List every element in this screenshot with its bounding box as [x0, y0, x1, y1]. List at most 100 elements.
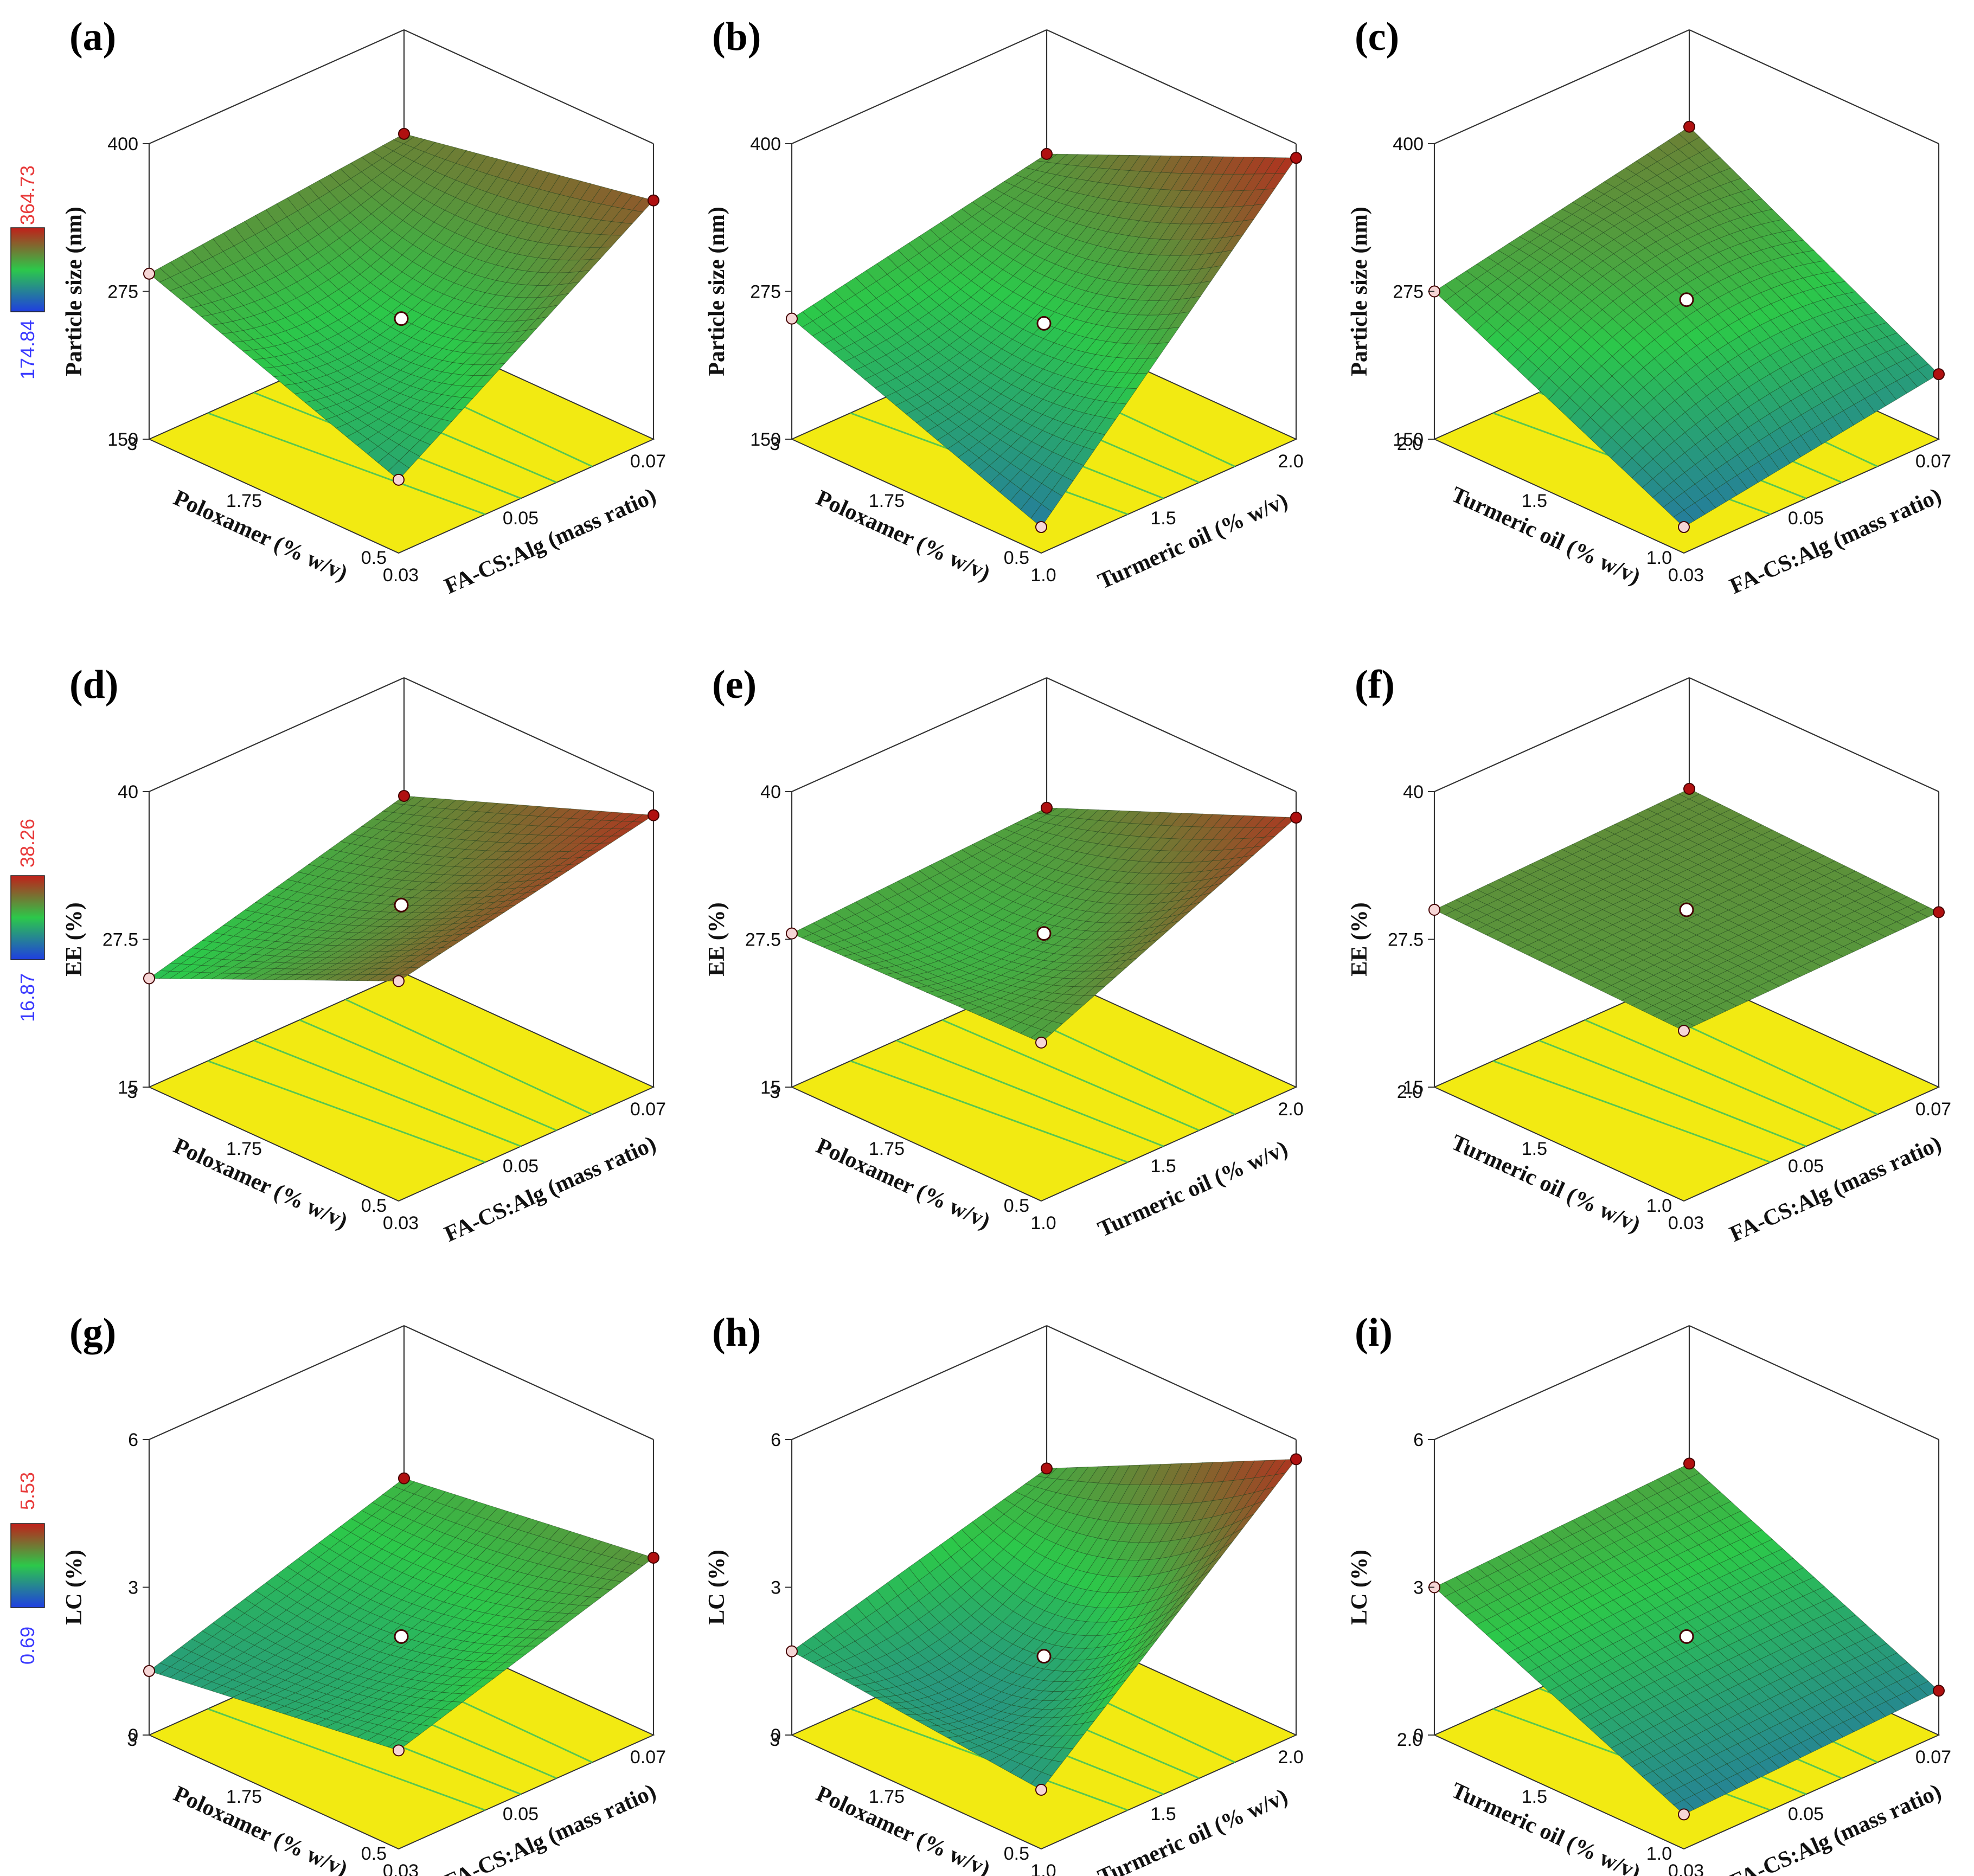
- center-point: [1036, 316, 1052, 331]
- x-tick-label: 1.75: [869, 1787, 905, 1807]
- design-point: [1041, 1462, 1053, 1475]
- center-point: [1679, 902, 1694, 917]
- design-point: [143, 267, 155, 280]
- design-point: [1428, 904, 1440, 916]
- colorbar: [10, 227, 45, 312]
- z-tick-label: 40: [118, 782, 138, 802]
- x-tick-label: 1.5: [1522, 491, 1547, 511]
- center-point: [1679, 292, 1694, 307]
- top-right-edge: [1689, 29, 1939, 145]
- panel-label: (a): [69, 15, 116, 59]
- floor-contour-line: [207, 412, 486, 516]
- panel-label: (g): [69, 1310, 116, 1355]
- z-axis-title: LC (%): [62, 1550, 87, 1625]
- colorbar: [10, 875, 45, 960]
- colorbar-max-label: 38.26: [16, 819, 39, 868]
- x-tick-label: 1.5: [1522, 1139, 1547, 1159]
- design-point: [1933, 368, 1945, 381]
- x-tick-label: 1.75: [869, 491, 905, 511]
- x-tick-label: 2.0: [1397, 434, 1422, 454]
- colorbar: [10, 1523, 45, 1608]
- panel-label: (h): [712, 1310, 761, 1355]
- colorbar-min-label: 16.87: [16, 973, 39, 1022]
- top-left-edge: [791, 677, 1047, 793]
- design-point: [143, 1665, 155, 1677]
- x-tick-label: 1.75: [869, 1139, 905, 1159]
- design-point: [648, 809, 659, 821]
- y-tick-label: 0.03: [1668, 565, 1704, 586]
- center-point: [394, 897, 409, 913]
- y-tick-label: 0.03: [383, 1213, 419, 1233]
- x-tick-label: 2.0: [1397, 1082, 1422, 1102]
- top-left-edge: [791, 1325, 1047, 1441]
- colorbar-max-label: 5.53: [16, 1472, 39, 1510]
- design-point: [786, 1645, 798, 1657]
- z-axis-title: LC (%): [704, 1550, 729, 1625]
- y-tick-label: 1.0: [1030, 1213, 1056, 1233]
- y-tick-label: 0.03: [383, 1861, 419, 1876]
- top-right-edge: [1689, 677, 1939, 793]
- panel-label: (d): [69, 663, 118, 707]
- x-tick-label: 3: [770, 1730, 780, 1750]
- design-point: [786, 927, 798, 940]
- y-tick-label: 0.05: [503, 1156, 539, 1177]
- z-tick-label: 275: [750, 282, 781, 303]
- design-point: [398, 790, 410, 802]
- design-point: [1678, 1025, 1690, 1037]
- x-tick-label: 3: [770, 1082, 780, 1102]
- design-point: [1683, 782, 1695, 795]
- center-point: [394, 1629, 409, 1644]
- center-point: [394, 311, 409, 326]
- center-point: [1036, 926, 1052, 941]
- y-tick-label: 0.07: [1915, 1099, 1951, 1120]
- z-tick-label: 275: [107, 282, 138, 303]
- y-tick-label: 0.05: [1788, 1156, 1824, 1177]
- z-tick-label: 27.5: [102, 930, 138, 950]
- design-point: [393, 473, 405, 486]
- y-tick-label: 0.05: [503, 1804, 539, 1824]
- y-tick-label: 2.0: [1278, 1747, 1303, 1768]
- response-surface: [148, 795, 655, 981]
- top-right-edge: [1046, 29, 1297, 145]
- design-point: [1290, 1453, 1302, 1466]
- response-surface: [791, 153, 1297, 528]
- y-tick-label: 0.07: [630, 1099, 666, 1120]
- x-tick-label: 3: [127, 1082, 137, 1102]
- x-tick-label: 1.75: [226, 1139, 262, 1159]
- design-point: [648, 1552, 659, 1564]
- design-point: [1678, 521, 1690, 534]
- y-tick-label: 0.07: [1915, 451, 1951, 472]
- y-tick-label: 0.05: [503, 508, 539, 529]
- design-point: [393, 1744, 405, 1757]
- colorbar-max-label: 364.73: [16, 165, 39, 225]
- x-tick-label: 0.5: [361, 548, 387, 568]
- z-tick-label: 3: [128, 1578, 138, 1598]
- design-point: [398, 1472, 410, 1485]
- response-surface: [149, 133, 654, 480]
- z-tick-label: 275: [1393, 282, 1424, 303]
- design-point: [786, 312, 798, 325]
- z-tick-label: 27.5: [745, 930, 781, 950]
- design-point: [1290, 152, 1302, 164]
- design-point: [1035, 1784, 1047, 1796]
- top-left-edge: [149, 29, 405, 145]
- z-axis-title: Particle size (nm): [62, 207, 87, 376]
- design-point: [648, 194, 659, 207]
- y-tick-label: 1.0: [1030, 1861, 1056, 1876]
- y-tick-label: 1.5: [1150, 1804, 1176, 1824]
- y-tick-label: 1.5: [1150, 1156, 1176, 1177]
- design-point: [1041, 147, 1053, 160]
- z-axis-title: EE (%): [1347, 902, 1372, 976]
- panel-label: (f): [1355, 663, 1395, 707]
- design-point: [393, 975, 405, 987]
- x-tick-label: 3: [127, 1730, 137, 1750]
- top-left-edge: [1434, 29, 1690, 145]
- z-tick-label: 400: [1393, 134, 1424, 155]
- colorbar-min-label: 0.69: [16, 1627, 39, 1665]
